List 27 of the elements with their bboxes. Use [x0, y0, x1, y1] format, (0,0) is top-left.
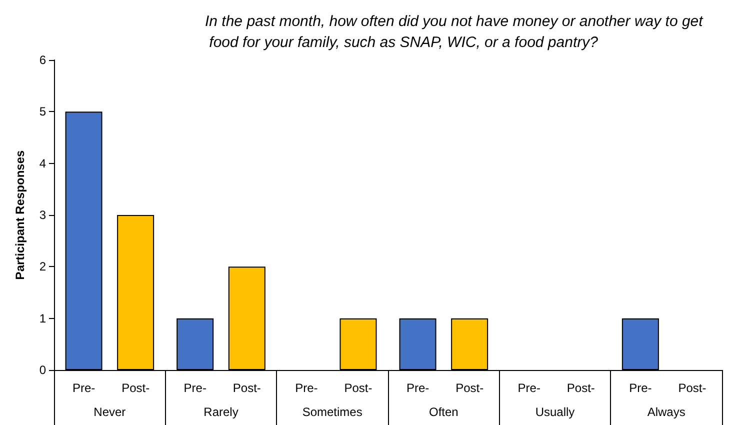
text: Post- [344, 381, 372, 395]
text: Post- [678, 381, 706, 395]
chart-title: In the past month, how often did you not have money or another way to get food for your family, such as SNAP, WIC, or a food pantry? [205, 13, 704, 51]
x-tick-label: Rarely [204, 405, 238, 419]
text: Pre- [295, 381, 318, 395]
x-tick-label: Often [428, 405, 458, 419]
text: Post- [456, 381, 484, 395]
text: Pre- [184, 381, 206, 395]
y-tick-label: 0 [39, 363, 46, 377]
text: Pre- [406, 381, 430, 395]
series-label: Post- [122, 381, 150, 395]
x-tick-label: Never [94, 405, 126, 419]
y-tick-label: 3 [39, 208, 46, 222]
text: Post- [232, 381, 261, 395]
y-tick-label: 4 [39, 156, 46, 170]
x-tick-label: Sometimes [302, 405, 362, 419]
series-label: Pre- [72, 381, 96, 395]
y-axis-title: Participant Responses [13, 150, 27, 280]
text: Pre- [518, 381, 540, 395]
x-tick-label: Always [647, 405, 686, 419]
y-tick-label: 1 [39, 311, 46, 326]
x-tick-label: Usually [535, 405, 575, 419]
y-tick-label: 2 [39, 260, 46, 274]
y-tick-label: 6 [39, 53, 46, 67]
y-tick-label: 5 [39, 104, 46, 119]
text: Post- [566, 381, 595, 395]
text: Pre- [629, 381, 652, 395]
